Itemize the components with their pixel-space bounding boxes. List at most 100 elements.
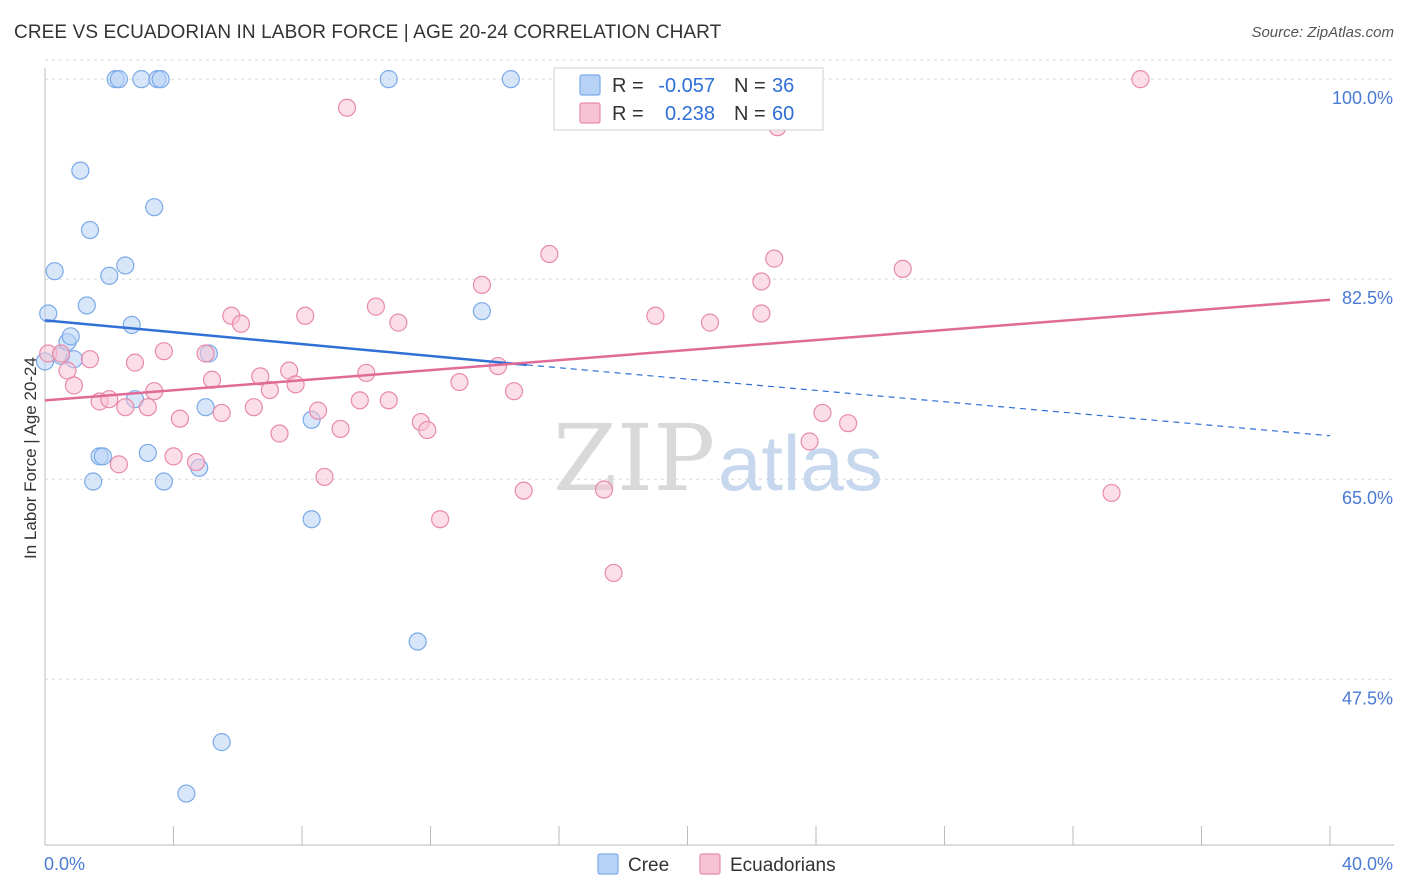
ecuadorians-point [109,455,128,474]
ecuadorians-point [286,375,305,394]
cree-bottom-swatch [597,853,619,875]
ecuadorians-point [212,403,231,423]
x-tick-label-min: 0.0% [44,854,85,874]
watermark-zip: ZIP [553,405,715,512]
ecuadorians-point [331,419,350,439]
legend-n-label: N = [734,75,766,97]
grid-layer [45,59,1394,680]
cree-point [84,472,103,491]
ecuadorians-point [244,398,263,417]
ecuadorians-point [893,259,912,278]
ecuadorians-point [604,563,623,583]
cree-point [408,632,427,651]
ecuadorians-point [752,272,771,291]
ecuadorians-point [337,98,357,117]
ecuadorians-point [64,376,84,395]
cree-point [109,70,128,89]
cree-legend-swatch [579,74,601,96]
ecuadorians-legend-swatch [579,102,601,124]
cree-point [71,161,90,180]
ecuadorians-point [116,398,135,417]
ecuadorians-trend-line [44,298,1331,402]
cree-point [196,398,215,417]
legend-box: R = -0.057 N = 36 R = 0.238 N = 60 [553,67,824,131]
cree-point [138,443,157,463]
y-axis-label: In Labor Force | Age 20-24 [21,357,40,559]
ecuadorians-point [154,342,173,361]
ecuadorians-point [80,350,100,369]
bottom-legend: Cree Ecuadorians [597,853,836,876]
cree-trend-extension [526,364,1331,437]
ecuadorians-point [646,306,665,325]
ecuadorians-point [379,391,398,410]
x-tick-labels: 0.0% 40.0% [44,854,1393,874]
ecuadorians-point [765,249,784,268]
source-label: Source: ZipAtlas.com [1251,24,1394,41]
ecuadorians-point [504,382,524,401]
cree-point [177,784,196,803]
ecuadorians-point [138,398,157,417]
ecuadorians-point [231,314,251,333]
ecuadorians-point [186,452,206,472]
ecuadorians-point [100,390,119,409]
cree-point [61,327,80,346]
ecuadorians-point [357,363,376,383]
chart-title: CREE VS ECUADORIAN IN LABOR FORCE | AGE … [14,22,722,43]
legend-r-value: -0.057 [658,75,715,97]
y-tick-label: 65.0% [1342,488,1393,508]
x-tick-label-max: 40.0% [1342,854,1393,874]
ecuadorians-point [472,275,491,294]
ecuadorians-point [1131,70,1150,89]
cree-point [122,315,141,335]
cree-point [116,256,135,275]
ecuadorians-bottom-swatch [699,853,721,875]
legend-n-value: 60 [772,103,794,125]
ecuadorians-point [270,424,289,443]
cree-bottom-label: Cree [628,855,669,876]
cree-point [39,304,58,323]
cree-point [212,733,231,752]
ecuadorians-point [125,353,145,372]
cree-point [145,198,164,217]
legend-r-label: R = [612,75,644,97]
legend-r-value: 0.238 [665,103,715,125]
legend-n-value: 36 [772,75,794,97]
legend-r-label: R = [612,103,644,125]
cree-point [472,302,491,321]
cree-point [151,70,170,89]
cree-trend-line [44,319,527,367]
ecuadorians-point [813,403,832,423]
ecuadorians-point [196,344,215,363]
ecuadorians-point [1102,483,1121,503]
watermark: ZIP atlas [553,405,883,512]
y-tick-label: 82.5% [1342,288,1393,308]
ecuadorians-point [418,420,437,440]
ecuadorians-point [366,297,385,316]
ecuadorians-point [170,409,190,428]
ecuadorians-point [700,313,720,332]
ecuadorians-point [296,306,315,325]
ecuadorians-point [540,244,559,264]
ecuadorians-point [800,432,819,451]
ecuadorians-point [450,372,469,392]
cree-point [501,70,520,89]
cree-point [77,296,96,315]
y-tick-labels: 47.5% 65.0% 82.5% 100.0% [1332,88,1393,708]
y-tick-label: 100.0% [1332,88,1393,108]
ecuadorians-point [51,344,71,363]
cree-point [100,266,119,285]
ecuadorians-point [251,367,270,386]
ecuadorians-point [350,391,369,410]
ecuadorians-point [839,414,858,433]
legend-n-label: N = [734,103,766,125]
cree-point [302,510,321,529]
ecuadorians-point [164,447,183,466]
ecuadorians-point [308,401,328,420]
watermark-atlas: atlas [718,419,883,507]
trend-layer [44,298,1331,437]
cree-point [93,447,112,466]
cree-point [379,70,398,89]
ecuadorians-point [315,467,334,487]
ecuadorians-bottom-label: Ecuadorians [730,855,836,876]
